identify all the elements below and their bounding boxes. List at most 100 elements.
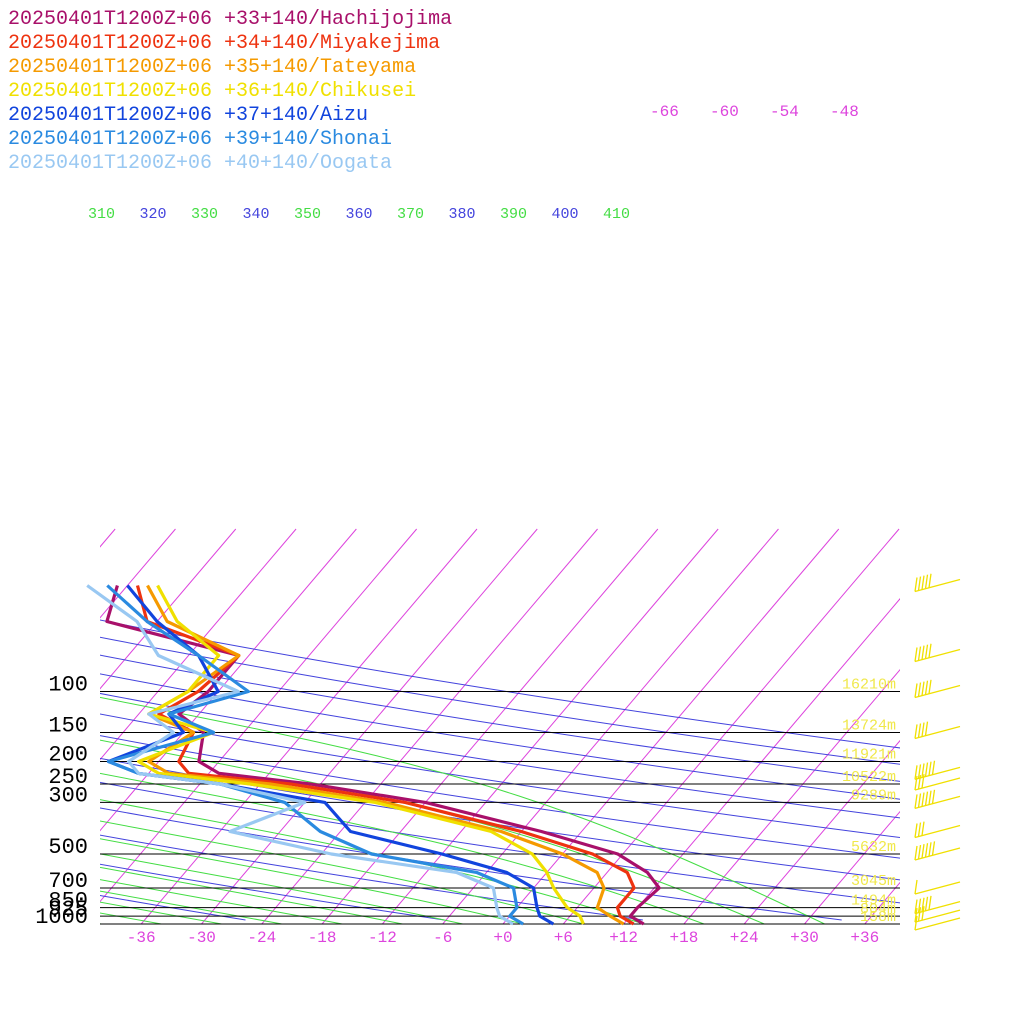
wind-barb-flag [914, 879, 918, 895]
wind-barb [914, 573, 961, 593]
wind-barb-flag [914, 845, 918, 861]
wind-barb-flag [917, 898, 922, 913]
wind-barb-flag [914, 683, 918, 698]
moist-adiabat-lines [100, 696, 825, 924]
wind-barb-flag [917, 764, 922, 779]
wind-barb [914, 789, 961, 810]
legend-entry: 20250401T1200Z+06 +36+140/Chikusei [8, 80, 416, 103]
temperature-tick-label: -30 [187, 929, 216, 947]
upper-isotherm-labels: -66 -60 -54 -48 [650, 103, 859, 121]
wind-barb-flag [931, 841, 936, 856]
moist-adiabat-line [100, 739, 765, 924]
dry-adiabat-line [100, 735, 900, 859]
theta-label: 340 [243, 206, 270, 223]
theta-label: 350 [294, 206, 321, 223]
wind-barb-staff [914, 917, 961, 931]
theta-label: 360 [346, 206, 373, 223]
wind-barb-staff [914, 725, 961, 740]
height-label: 158m [860, 909, 896, 926]
pressure-label: 700 [48, 869, 88, 894]
wind-barb-staff [914, 881, 961, 895]
height-label: 9289m [851, 787, 896, 804]
wind-barb-flag [924, 762, 929, 777]
temperature-tick-label: +6 [554, 929, 573, 947]
wind-barb-flag [921, 763, 925, 778]
isotherm-line [985, 529, 1024, 924]
wind-barb-staff [914, 684, 961, 699]
isotherm-line [743, 739, 900, 924]
wind-barb-flag [921, 844, 925, 859]
wind-barb-flag [921, 681, 925, 696]
wind-barb-flag [921, 792, 925, 807]
wind-barb [914, 895, 961, 915]
theta-label: 320 [140, 206, 167, 223]
wind-barb-staff [914, 795, 961, 810]
temperature-tick-label: -18 [308, 929, 337, 947]
wind-barb-staff [914, 648, 961, 663]
isotherm-line [100, 528, 297, 761]
moist-adiabat-line [100, 923, 102, 924]
dry-adiabat-line [100, 713, 900, 838]
wind-barb-flag [914, 724, 918, 739]
series-line [105, 585, 661, 926]
moist-adiabat-line [100, 696, 825, 924]
height-label: 16210m [842, 677, 896, 694]
wind-barb-staff [914, 578, 961, 593]
height-label: 3045m [851, 873, 896, 890]
series-line [137, 584, 585, 925]
temperature-tick-label: +24 [730, 929, 759, 947]
wind-barb-flag [921, 821, 925, 836]
wind-barb-flag [914, 577, 918, 592]
wind-barb [914, 721, 961, 740]
dry-adiabat-line [100, 692, 900, 819]
dry-adiabat-line [100, 654, 900, 782]
wind-barb-flag [924, 680, 929, 695]
series-line [146, 584, 625, 926]
theta-label: 390 [500, 206, 527, 223]
wind-barb-flag [931, 760, 936, 775]
legend-entry: 20250401T1200Z+06 +35+140/Tateyama [8, 56, 416, 79]
wind-barb [914, 679, 961, 699]
wind-barb-flag [921, 897, 925, 912]
height-label: 10522m [842, 769, 896, 786]
pressure-label: 300 [48, 783, 88, 808]
pressure-label: 250 [48, 765, 88, 790]
wind-barb-flag [917, 844, 922, 860]
wind-barb-flag [924, 644, 929, 659]
isotherm-line [382, 528, 719, 924]
sounding-series [86, 584, 661, 926]
isotherm-line [0, 529, 55, 924]
temperature-tick-label: -12 [368, 929, 397, 947]
isotherm-lines [0, 528, 1024, 924]
height-label: 13724m [842, 717, 896, 734]
wind-barb-staff [914, 824, 961, 839]
wind-barb-flag [914, 823, 918, 838]
wind-barb-flag [917, 793, 922, 808]
upper-isotherm-label: -66 [650, 103, 679, 121]
wind-barb-flag [924, 843, 929, 858]
wind-barbs [914, 573, 961, 931]
wind-barb-flag [914, 794, 918, 809]
temperature-tick-labels: -36 -30 -24 -18 -12 -6 +0 +6 +12 +18 +24 +30 +36 [127, 929, 879, 947]
dry-adiabat-line [100, 673, 900, 800]
wind-barb-flag [914, 915, 918, 931]
wind-barb-flag [928, 761, 932, 776]
wind-barb-flag [921, 575, 925, 590]
wind-barb [914, 643, 961, 663]
wind-barb [914, 760, 961, 781]
isotherm-line [623, 598, 900, 924]
temperature-tick-label: +30 [790, 929, 819, 947]
theta-label: 380 [449, 206, 476, 223]
moist-adiabat-line [100, 772, 705, 924]
wind-barb-flag [917, 907, 922, 922]
moist-adiabat-line [100, 901, 222, 924]
legend-entry: 20250401T1200Z+06 +33+140/Hachijojima [8, 8, 452, 31]
theta-label: 330 [191, 206, 218, 223]
wind-barb [914, 879, 961, 895]
isotherm-line [925, 529, 1024, 924]
pressure-label: 200 [48, 742, 88, 767]
legend-entry: 20250401T1200Z+06 +40+140/Oogata [8, 152, 392, 175]
